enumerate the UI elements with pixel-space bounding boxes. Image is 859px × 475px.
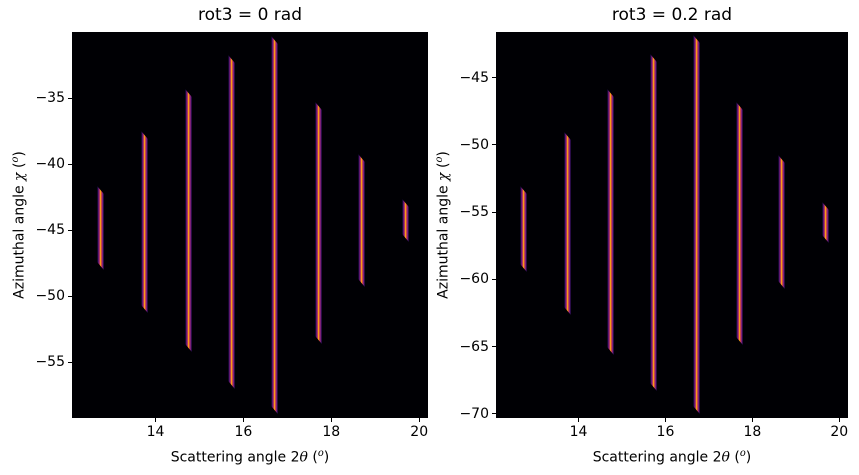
degree-superscript: o	[317, 448, 324, 459]
x-tick-mark	[838, 418, 840, 422]
diffraction-peak-line	[778, 154, 786, 289]
x-tick-mark	[578, 418, 580, 422]
panel-title-rot3-0: rot3 = 0 rad	[198, 5, 302, 25]
diffraction-peak-line	[649, 53, 657, 392]
y-tick-mark	[492, 211, 496, 213]
diffraction-peak-line	[563, 131, 571, 315]
y-tick-label: −50	[459, 136, 489, 153]
x-axis-label-text: Scattering angle 2	[170, 449, 300, 466]
y-tick-mark	[492, 413, 496, 415]
x-tick-mark	[418, 418, 420, 422]
x-axis-label: Scattering angle 2θ (o)	[496, 444, 848, 466]
y-axis-label: Azimuthal angle χ (o)	[430, 32, 452, 418]
diffraction-peak-line	[735, 101, 743, 346]
diffraction-peak-line	[140, 131, 148, 314]
x-tick-label: 16	[234, 424, 253, 440]
degree-superscript: o	[434, 156, 445, 163]
y-tick-label: −45	[35, 222, 65, 239]
theta-symbol: θ	[721, 449, 730, 466]
x-axis-label-text: Scattering angle 2	[592, 449, 722, 466]
x-tick-label: 20	[410, 424, 429, 440]
diffraction-peak-line	[607, 88, 615, 355]
y-tick-label: −55	[35, 354, 65, 371]
y-tick-label: −50	[35, 288, 65, 305]
x-tick-mark	[751, 418, 753, 422]
diffraction-peak-line	[822, 201, 830, 244]
x-tick-label: 20	[830, 424, 849, 440]
y-tick-mark	[492, 278, 496, 280]
y-tick-mark	[492, 144, 496, 146]
plot-area-rot3-0	[72, 32, 428, 418]
y-tick-label: −55	[459, 204, 489, 221]
y-tick-mark	[492, 346, 496, 348]
x-tick-label: 14	[146, 424, 165, 440]
y-tick-label: −60	[459, 271, 489, 288]
y-tick-label: −35	[35, 90, 65, 107]
x-tick-mark	[155, 418, 156, 422]
degree-superscript: o	[739, 448, 746, 459]
y-axis-label-text: Azimuthal angle	[11, 180, 28, 299]
panel-title-rot3-0p2: rot3 = 0.2 rad	[611, 5, 733, 25]
diffraction-peak-line	[357, 153, 365, 288]
x-tick-mark	[330, 418, 332, 422]
plot-area-rot3-0p2	[496, 32, 848, 418]
y-tick-label: −70	[459, 405, 489, 422]
x-tick-label: 16	[656, 424, 675, 440]
y-tick-label: −65	[459, 338, 489, 355]
x-tick-mark	[664, 418, 666, 422]
diffraction-peak-line	[519, 185, 527, 272]
y-tick-mark	[68, 163, 72, 165]
x-axis-label-paren: (	[307, 449, 318, 466]
y-tick-mark	[68, 295, 72, 297]
y-tick-mark	[68, 229, 72, 231]
diffraction-peak-line	[227, 54, 235, 389]
theta-symbol: θ	[299, 449, 308, 466]
y-tick-mark	[68, 361, 72, 363]
diffraction-peak-line	[271, 35, 279, 414]
x-tick-label: 14	[569, 424, 588, 440]
y-axis-label-paren: (	[435, 162, 452, 173]
y-tick-label: −45	[459, 69, 489, 86]
diffraction-peak-line	[314, 102, 322, 344]
x-axis-label-paren: (	[729, 449, 740, 466]
x-tick-label: 18	[322, 424, 341, 440]
y-tick-label: −40	[35, 156, 65, 173]
x-axis-label: Scattering angle 2θ (o)	[72, 444, 428, 466]
diffraction-peak-line	[692, 34, 700, 414]
y-tick-mark	[492, 77, 496, 79]
x-tick-mark	[242, 418, 244, 422]
x-axis-label-close: )	[323, 449, 330, 466]
x-axis-label-close: )	[745, 449, 752, 466]
chi-symbol: χ	[435, 172, 452, 181]
x-tick-label: 18	[743, 424, 762, 440]
diffraction-peak-line	[402, 198, 410, 243]
diffraction-peak-line	[184, 88, 192, 352]
diffraction-peak-line	[96, 185, 104, 270]
y-tick-mark	[68, 97, 72, 99]
chi-symbol: χ	[11, 172, 28, 181]
